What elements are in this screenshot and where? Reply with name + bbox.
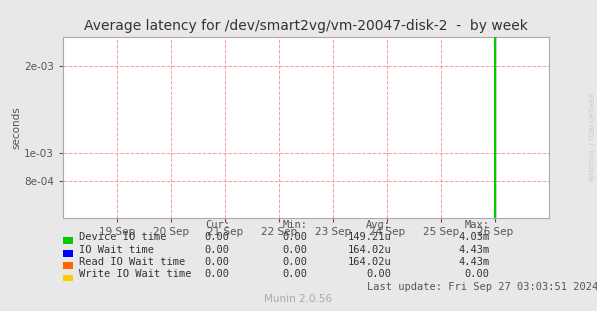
Text: 0.00: 0.00 <box>205 244 230 254</box>
Text: 0.00: 0.00 <box>205 257 230 267</box>
Text: 0.00: 0.00 <box>366 269 391 279</box>
Text: 0.00: 0.00 <box>205 232 230 242</box>
Text: RRDTOOL / TOBI OETIKER: RRDTOOL / TOBI OETIKER <box>590 92 596 181</box>
Text: 164.02u: 164.02u <box>347 257 391 267</box>
Text: Read IO Wait time: Read IO Wait time <box>79 257 185 267</box>
Text: Munin 2.0.56: Munin 2.0.56 <box>264 294 333 304</box>
Text: Max:: Max: <box>464 220 490 230</box>
Text: 4.43m: 4.43m <box>458 257 490 267</box>
Text: Device IO time: Device IO time <box>79 232 167 242</box>
Text: 0.00: 0.00 <box>282 232 307 242</box>
Y-axis label: seconds: seconds <box>11 106 21 149</box>
Text: Last update: Fri Sep 27 03:03:51 2024: Last update: Fri Sep 27 03:03:51 2024 <box>367 282 597 292</box>
Text: 4.43m: 4.43m <box>458 244 490 254</box>
Text: Cur:: Cur: <box>205 220 230 230</box>
Text: 0.00: 0.00 <box>205 269 230 279</box>
Text: 164.02u: 164.02u <box>347 244 391 254</box>
Text: 0.00: 0.00 <box>282 257 307 267</box>
Text: 0.00: 0.00 <box>282 269 307 279</box>
Text: 4.03m: 4.03m <box>458 232 490 242</box>
Text: Avg:: Avg: <box>366 220 391 230</box>
Text: Write IO Wait time: Write IO Wait time <box>79 269 191 279</box>
Text: 0.00: 0.00 <box>464 269 490 279</box>
Text: 149.21u: 149.21u <box>347 232 391 242</box>
Text: 0.00: 0.00 <box>282 244 307 254</box>
Title: Average latency for /dev/smart2vg/vm-20047-disk-2  -  by week: Average latency for /dev/smart2vg/vm-200… <box>84 19 528 33</box>
Text: IO Wait time: IO Wait time <box>79 244 154 254</box>
Text: Min:: Min: <box>282 220 307 230</box>
